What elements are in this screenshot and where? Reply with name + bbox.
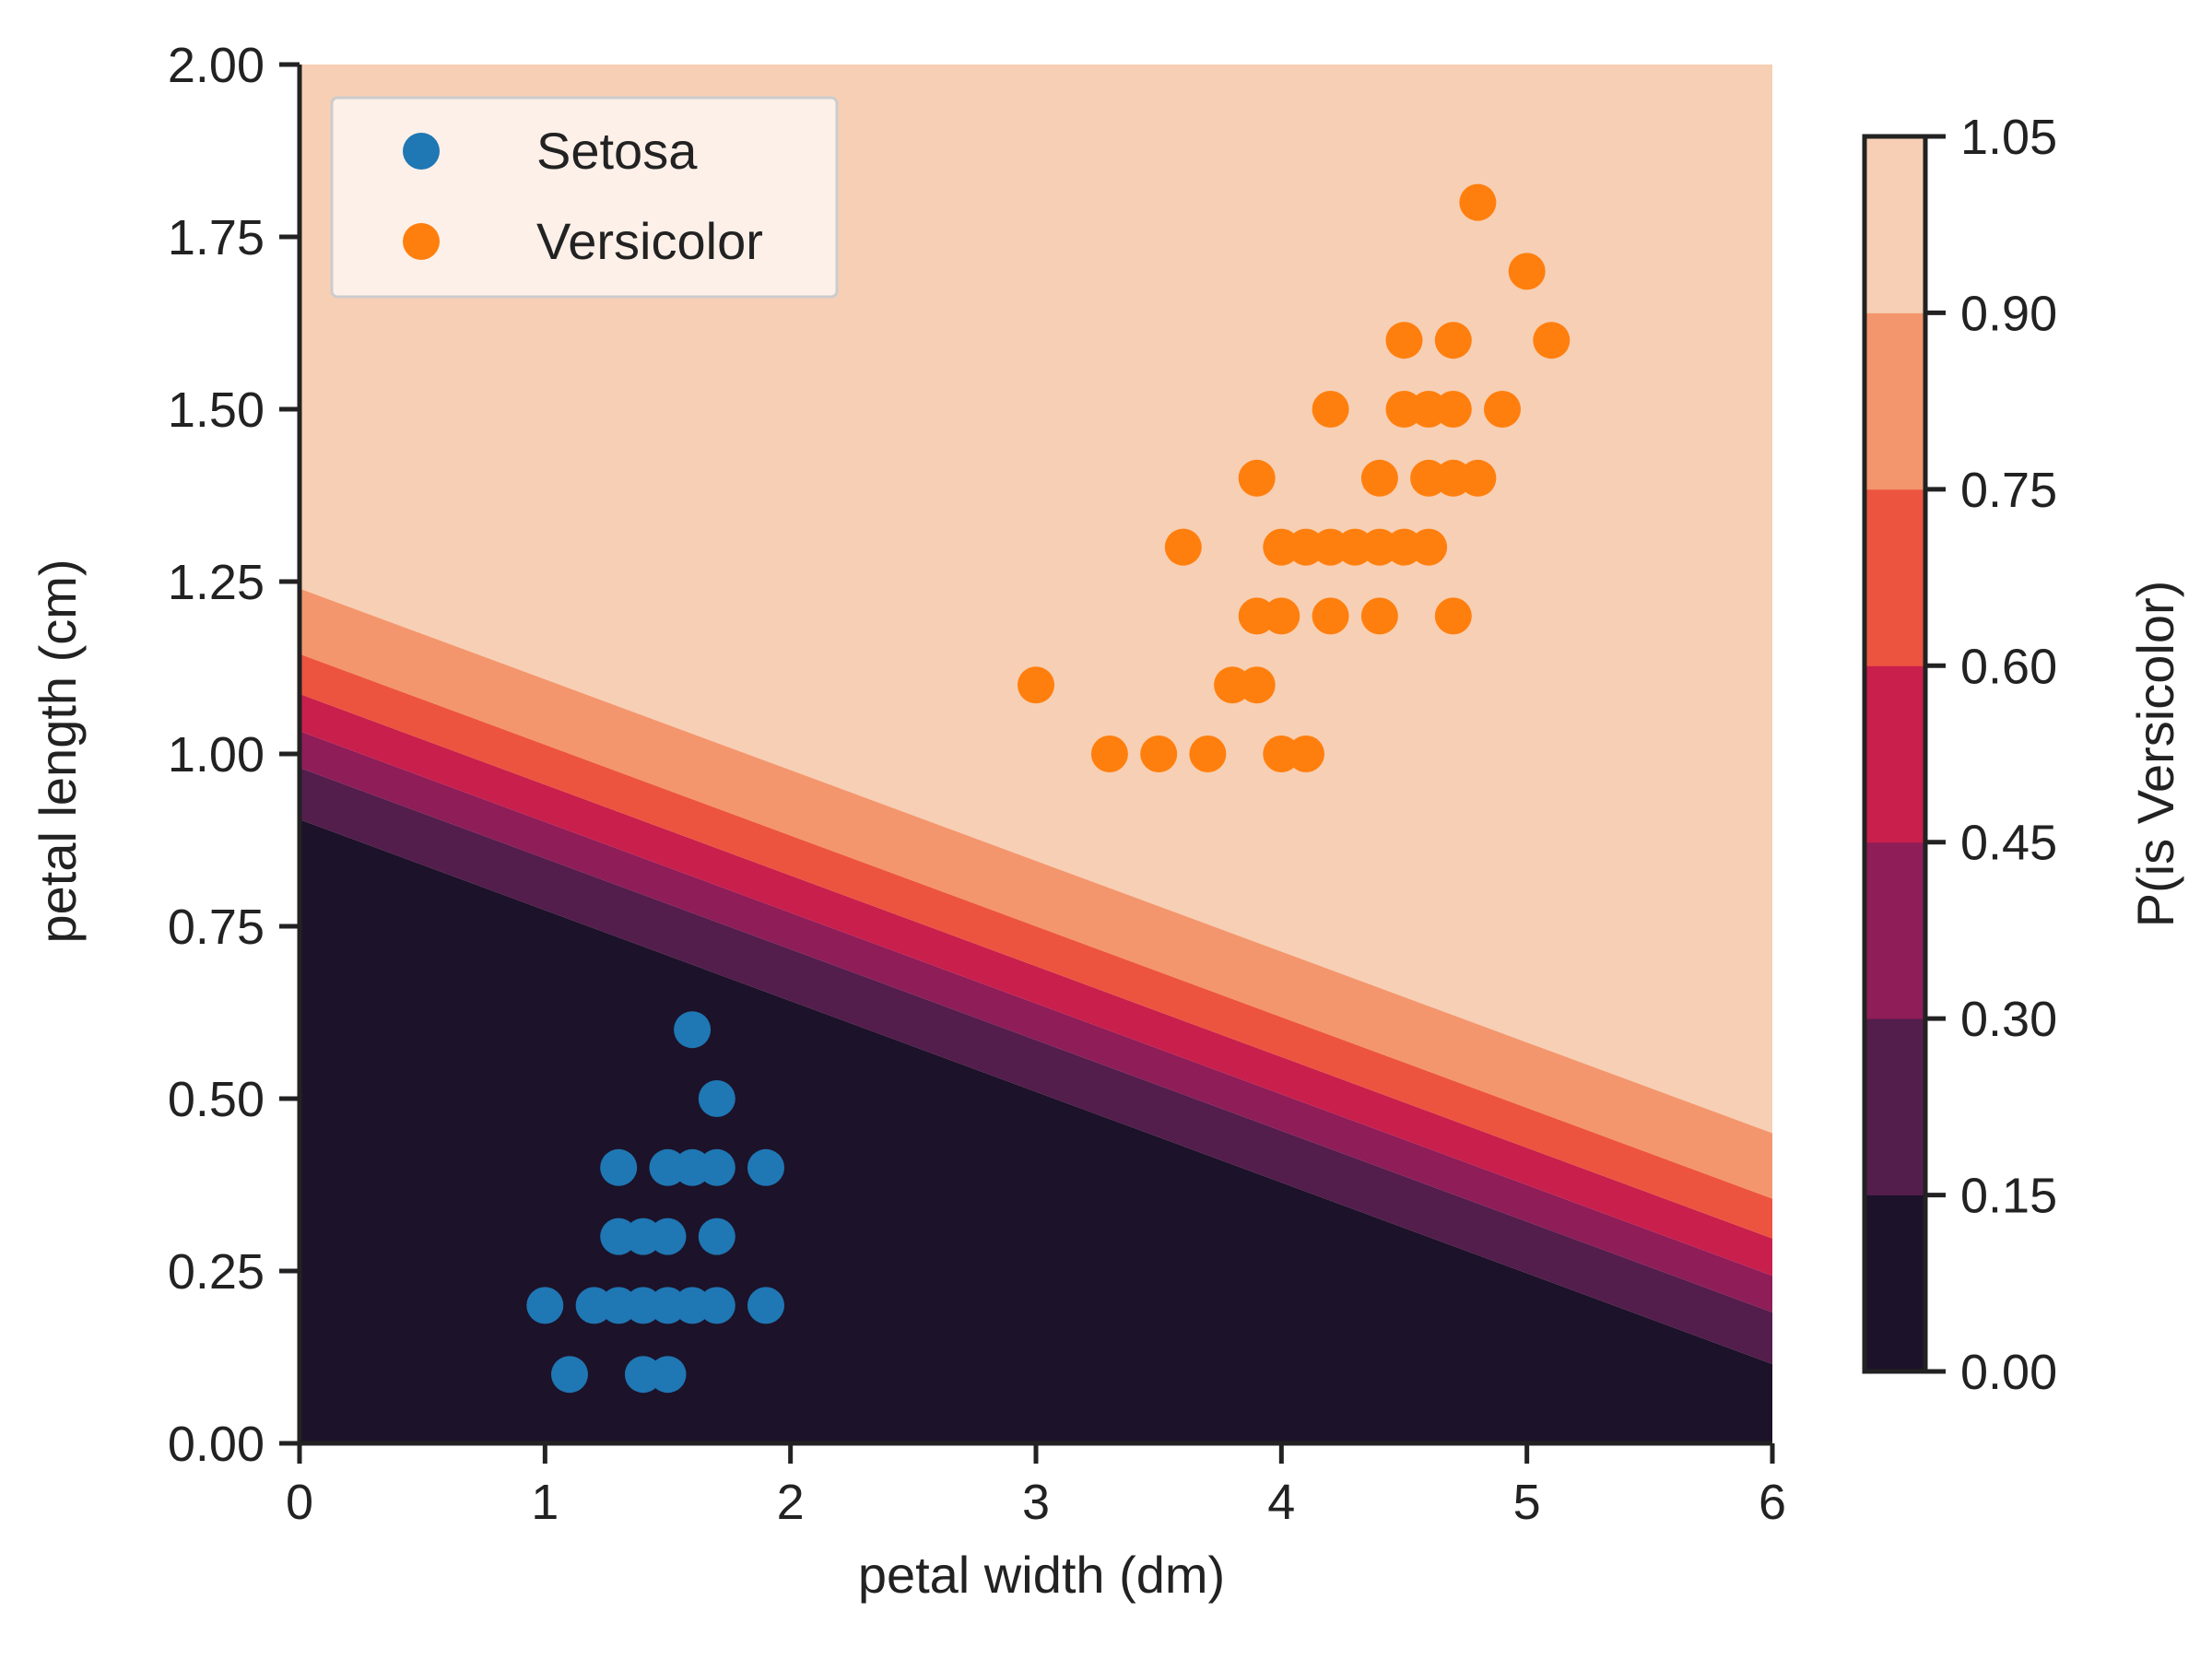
- colorbar-segment-6: [1865, 136, 1925, 313]
- versicolor-point: [1533, 322, 1571, 359]
- colorbar-frame: [1862, 134, 1928, 1374]
- colorbar-tick-label: 0.30: [1960, 992, 2057, 1047]
- versicolor-point: [1189, 735, 1227, 772]
- versicolor-point: [1238, 459, 1276, 497]
- x-tick-label: 2: [777, 1475, 805, 1530]
- x-tick-label: 4: [1267, 1475, 1295, 1530]
- x-axis-label: petal width (dm): [858, 1546, 1225, 1604]
- colorbar-segment-3: [1865, 665, 1925, 843]
- colorbar-segment-2: [1865, 841, 1925, 1019]
- legend-marker-versicolor: [403, 223, 440, 260]
- x-tick-label: 1: [531, 1475, 559, 1530]
- legend-label-versicolor: Versicolor: [536, 212, 763, 270]
- y-axis-label: petal length (cm): [29, 559, 87, 943]
- legend-box: [330, 96, 839, 299]
- contour-band-5: [300, 588, 1772, 1199]
- y-axis-ticks: 0.00 0.25 0.50 0.75 1.00 1.25 1.50 1.75 2.00: [168, 38, 300, 1472]
- versicolor-point: [1288, 735, 1324, 772]
- versicolor-point: [1434, 391, 1472, 428]
- versicolor-point: [1459, 183, 1497, 221]
- colorbar-segment-5: [1865, 312, 1925, 490]
- setosa-point: [747, 1148, 784, 1186]
- x-axis-ticks: 0 1 2 3 4 5 6: [286, 1443, 1786, 1530]
- colorbar-ticks: 0.00 0.15 0.30 0.45 0.60 0.75 0.90 1.05: [1925, 110, 2057, 1400]
- setosa-point: [698, 1287, 735, 1324]
- colorbar-segment-1: [1865, 1018, 1925, 1195]
- x-tick-label: 3: [1022, 1475, 1050, 1530]
- setosa-point: [600, 1148, 638, 1186]
- setosa-point: [526, 1287, 564, 1324]
- setosa-point: [551, 1356, 588, 1394]
- y-tick-label: 2.00: [168, 38, 265, 93]
- versicolor-point: [1238, 666, 1276, 704]
- versicolor-point: [1018, 666, 1054, 704]
- colorbar-tick-label: 0.15: [1960, 1169, 2057, 1224]
- y-tick-label: 1.50: [168, 382, 265, 438]
- versicolor-point: [1434, 322, 1472, 359]
- versicolor-point: [1385, 322, 1423, 359]
- x-tick-label: 0: [286, 1475, 313, 1530]
- colorbar-segment-0: [1865, 1194, 1925, 1372]
- versicolor-point: [1484, 391, 1521, 428]
- setosa-point: [649, 1218, 687, 1255]
- contour-band-3: [300, 693, 1772, 1277]
- legend: Setosa Versicolor: [330, 96, 839, 299]
- probability-contour: [300, 65, 1772, 1443]
- y-tick-label: 1.25: [168, 555, 265, 610]
- y-tick-label: 0.25: [168, 1244, 265, 1300]
- y-tick-label: 0.75: [168, 900, 265, 955]
- contour-band-2: [300, 731, 1772, 1312]
- colorbar-segment-4: [1865, 488, 1925, 666]
- colorbar-tick-label: 1.05: [1960, 110, 2057, 165]
- colorbar-tick-label: 0.75: [1960, 463, 2057, 518]
- legend-label-setosa: Setosa: [536, 122, 698, 180]
- y-tick-label: 1.75: [168, 210, 265, 265]
- versicolor-point: [1434, 597, 1472, 635]
- setosa-point: [698, 1218, 735, 1255]
- versicolor-point: [1360, 597, 1398, 635]
- contour-band-4: [300, 653, 1772, 1239]
- y-tick-label: 1.00: [168, 727, 265, 782]
- setosa-point: [747, 1287, 784, 1324]
- colorbar-segments: [1865, 136, 1925, 1372]
- versicolor-point: [1508, 253, 1546, 290]
- colorbar-label: P(is Versicolor): [2126, 581, 2184, 928]
- versicolor-point: [1164, 528, 1202, 566]
- contour-band-1: [300, 768, 1772, 1364]
- versicolor-point: [1459, 459, 1497, 497]
- colorbar-tick-label: 0.00: [1960, 1345, 2057, 1400]
- colorbar-tick-label: 0.60: [1960, 639, 2057, 694]
- versicolor-point: [1140, 735, 1178, 772]
- legend-marker-setosa: [403, 133, 440, 170]
- versicolor-point: [1360, 459, 1398, 497]
- scatter-points: [526, 183, 1571, 1394]
- x-tick-label: 5: [1513, 1475, 1541, 1530]
- versicolor-point: [1410, 528, 1448, 566]
- setosa-point: [674, 1011, 712, 1049]
- y-tick-label: 0.50: [168, 1072, 265, 1127]
- setosa-point: [649, 1356, 687, 1394]
- versicolor-point: [1312, 597, 1349, 635]
- x-tick-label: 6: [1759, 1475, 1786, 1530]
- versicolor-point: [1312, 391, 1349, 428]
- y-tick-label: 0.00: [168, 1417, 265, 1472]
- colorbar-tick-label: 0.90: [1960, 286, 2057, 341]
- colorbar: 0.00 0.15 0.30 0.45 0.60 0.75 0.90 1.05 P(is Ve…: [1862, 110, 2184, 1400]
- versicolor-point: [1263, 597, 1300, 635]
- versicolor-point: [1090, 735, 1128, 772]
- setosa-point: [698, 1148, 735, 1186]
- setosa-point: [698, 1080, 735, 1117]
- colorbar-tick-label: 0.45: [1960, 816, 2057, 871]
